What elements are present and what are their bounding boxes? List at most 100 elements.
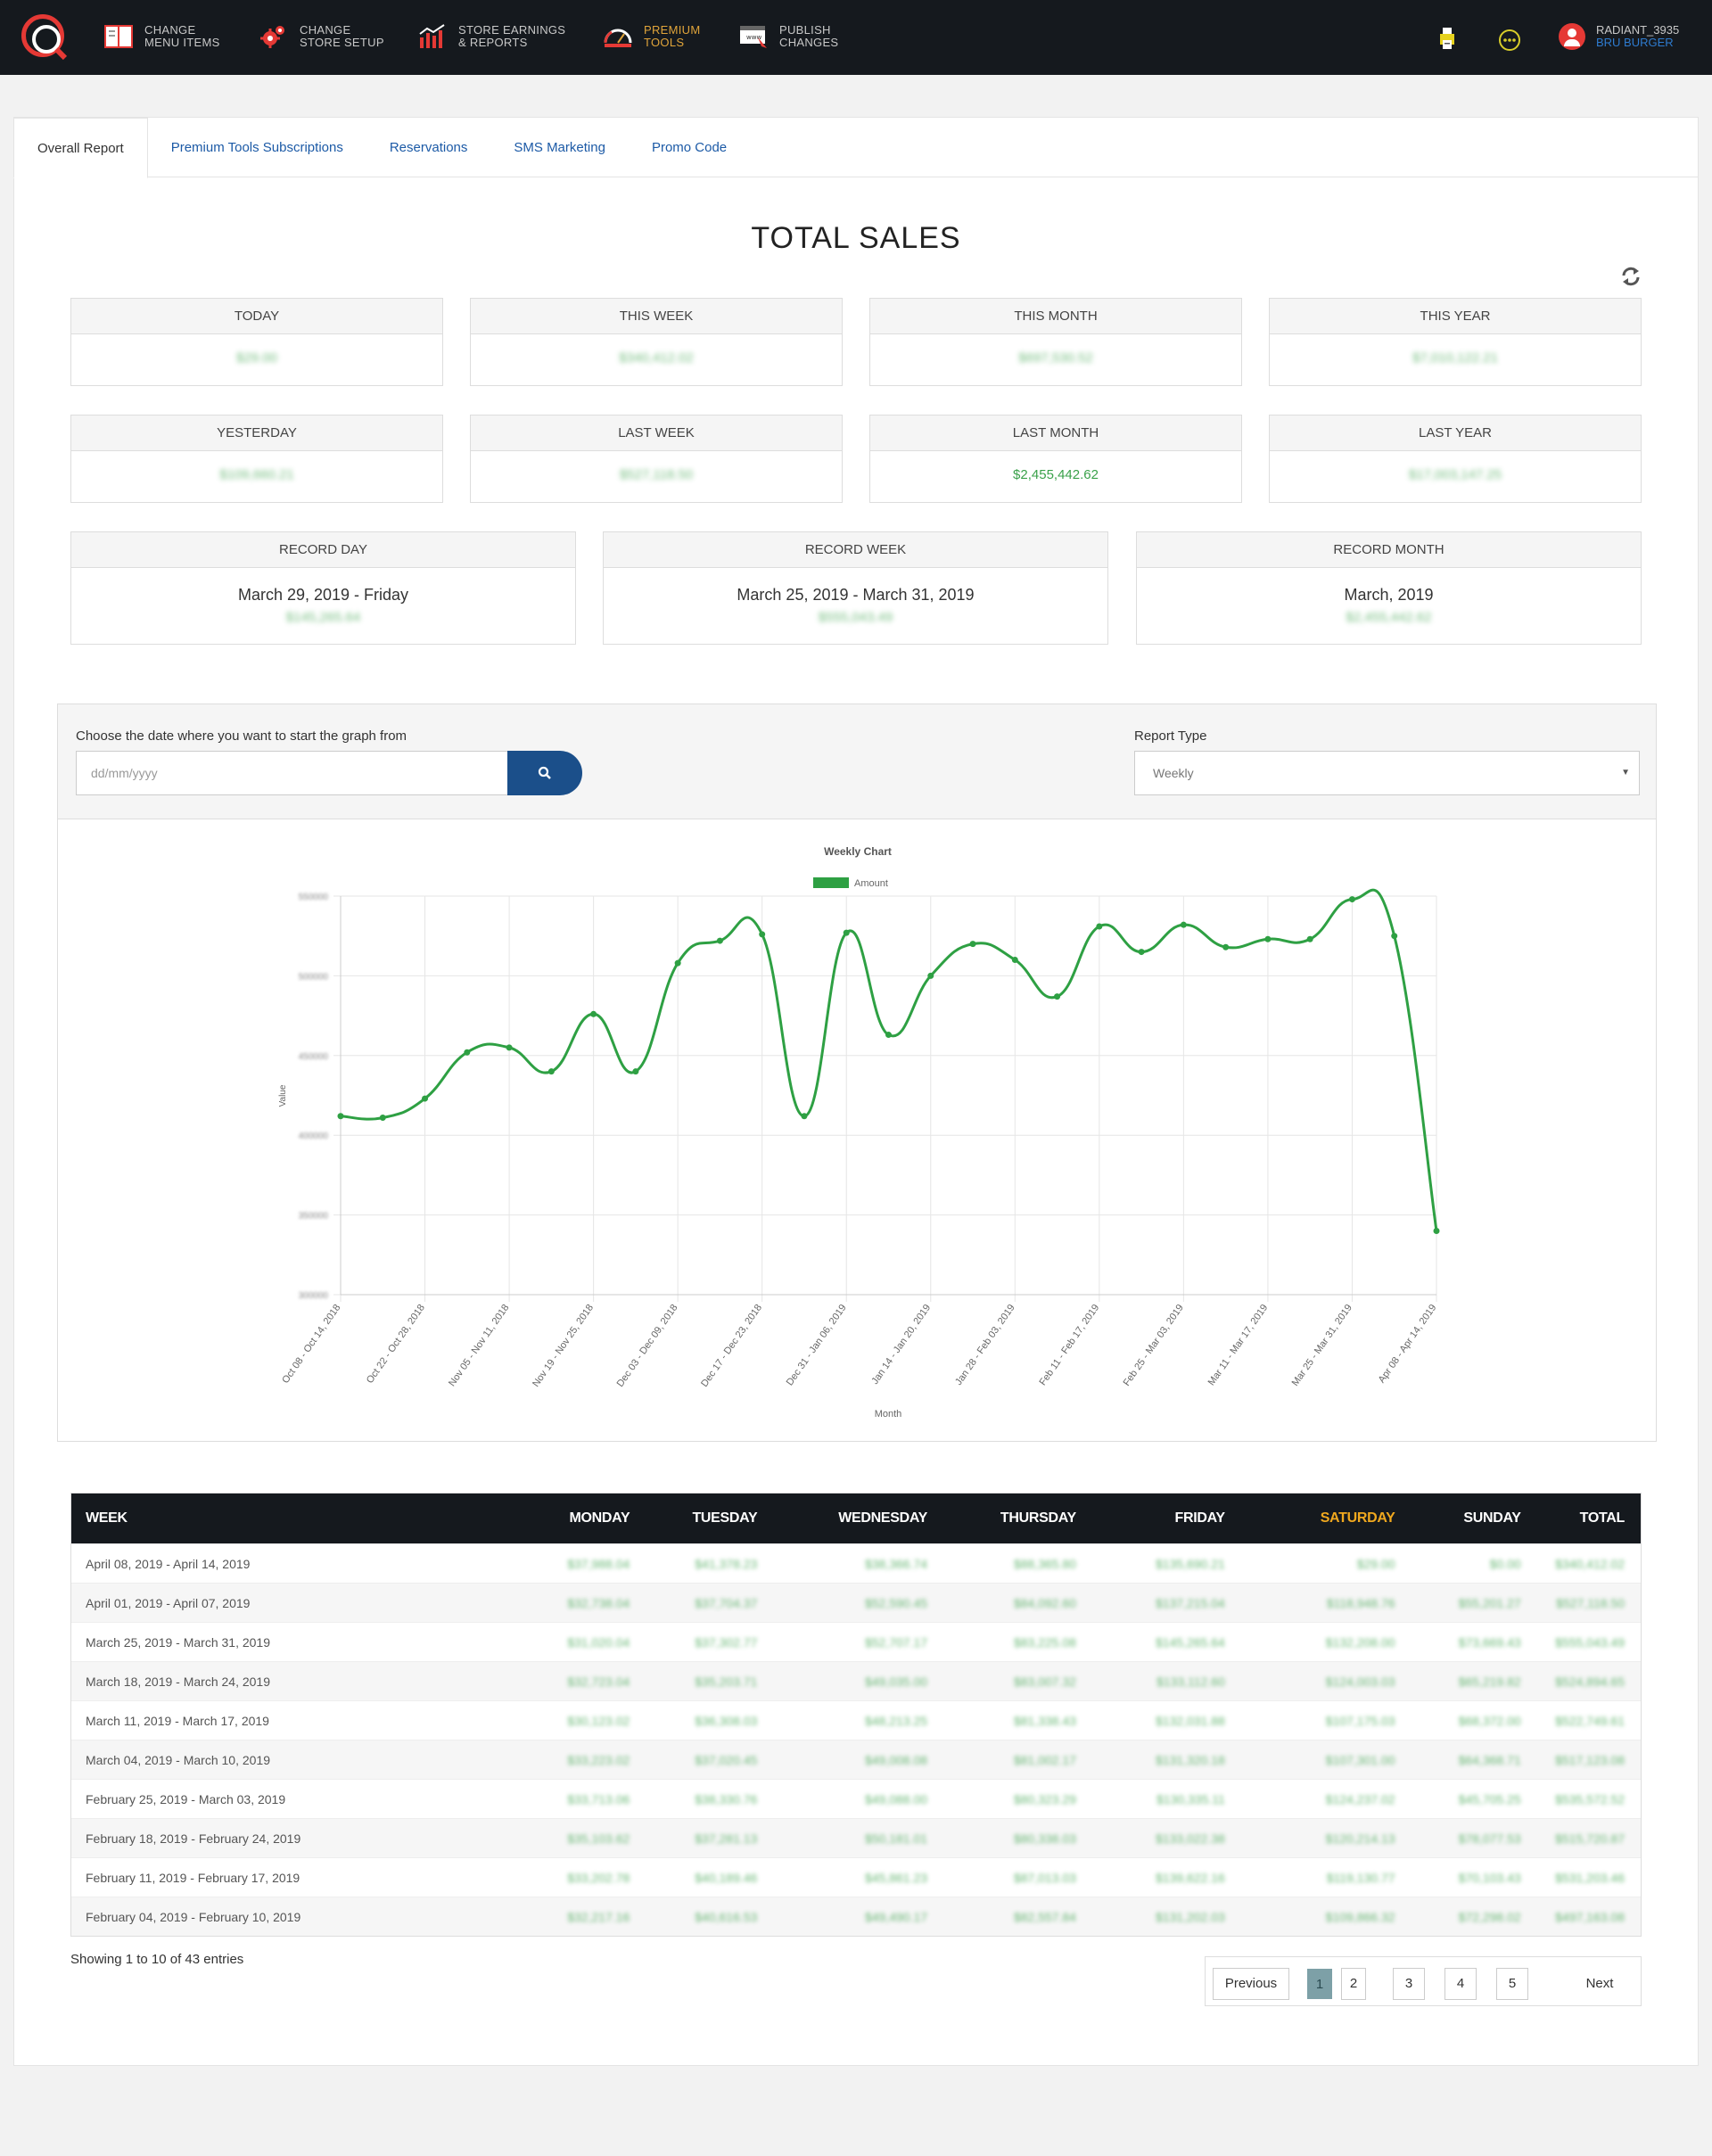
refresh-icon[interactable] — [1620, 266, 1642, 287]
menu-book-icon — [104, 25, 133, 48]
stat-label: RECORD MONTH — [1137, 532, 1641, 568]
th-thursday[interactable]: THURSDAY — [1000, 1510, 1076, 1526]
y-tick-label: 350000 — [299, 1212, 329, 1222]
pagination-page-5[interactable]: 5 — [1496, 1968, 1528, 2000]
cell-amount: $124,237.02 — [1325, 1791, 1395, 1806]
th-monday[interactable]: MONDAY — [569, 1510, 630, 1526]
top-navbar: CHANGE MENU ITEMS CHANGE STORE SETUP STORE… — [0, 0, 1712, 75]
cell-amount: $340,412.02 — [1555, 1556, 1625, 1571]
stat-value: $2,455,442.62 — [1013, 467, 1099, 482]
stat-value: $29.00 — [236, 350, 277, 366]
table-body: April 08, 2019 - April 14, 2019 $37,988.0… — [71, 1543, 1641, 1936]
cell-amount: $38,330.76 — [695, 1791, 758, 1806]
search-button[interactable] — [507, 751, 582, 795]
cell-week: February 25, 2019 - March 03, 2019 — [86, 1791, 286, 1806]
svg-text:www: www — [746, 34, 761, 41]
cell-amount: $78,077.53 — [1458, 1831, 1521, 1846]
th-week[interactable]: WEEK — [86, 1510, 128, 1526]
cell-amount: $82,557.84 — [1013, 1909, 1076, 1924]
stat-this-week: THIS WEEK $340,412.02 — [470, 298, 843, 386]
x-tick-label: Oct 22 - Oct 28, 2018 — [365, 1303, 427, 1386]
cell-amount: $118,948.76 — [1326, 1595, 1395, 1610]
th-sunday[interactable]: SUNDAY — [1463, 1510, 1521, 1526]
x-tick-label: Oct 08 - Oct 14, 2018 — [280, 1303, 342, 1386]
record-day: RECORD DAY March 29, 2019 - Friday $145,… — [70, 531, 576, 645]
printer-icon[interactable] — [1439, 27, 1455, 50]
pagination-page-2[interactable]: 2 — [1341, 1968, 1366, 2000]
x-tick-label: Apr 08 - Apr 14, 2019 — [1377, 1303, 1439, 1386]
data-point — [464, 1049, 471, 1056]
record-date: March, 2019 — [1344, 586, 1434, 604]
data-point — [1391, 933, 1398, 940]
cell-amount: $132,031.88 — [1155, 1713, 1225, 1728]
data-point — [969, 941, 976, 948]
table-row: March 18, 2019 - March 24, 2019 $32,723.0… — [71, 1661, 1641, 1700]
tab-promo-code[interactable]: Promo Code — [651, 140, 728, 155]
th-friday[interactable]: FRIDAY — [1174, 1510, 1226, 1526]
x-tick-label: Mar 25 - Mar 31, 2019 — [1290, 1303, 1354, 1388]
nav-change-menu-items[interactable]: CHANGE MENU ITEMS — [103, 21, 251, 52]
cell-amount: $40,189.46 — [695, 1870, 758, 1885]
stat-label: LAST WEEK — [471, 416, 842, 451]
cell-amount: $37,988.04 — [567, 1556, 630, 1571]
pagination-page-3[interactable]: 3 — [1393, 1968, 1425, 2000]
logo[interactable] — [21, 14, 64, 57]
pagination-page-1[interactable]: 1 — [1307, 1969, 1332, 1999]
legend-swatch — [813, 877, 849, 888]
data-point — [927, 972, 934, 979]
pagination-previous[interactable]: Previous — [1213, 1968, 1289, 2000]
stat-label: TODAY — [71, 299, 442, 334]
cell-week: February 04, 2019 - February 10, 2019 — [86, 1909, 301, 1924]
record-value: $2,455,442.62 — [1346, 610, 1432, 625]
record-week: RECORD WEEK March 25, 2019 - March 31, 2… — [603, 531, 1108, 645]
data-point — [422, 1095, 429, 1102]
cell-amount: $107,175.03 — [1325, 1713, 1395, 1728]
data-point — [801, 1113, 808, 1120]
tab-sms-marketing[interactable]: SMS Marketing — [514, 140, 605, 155]
pagination-next[interactable]: Next — [1573, 1968, 1626, 2000]
cell-week: March 11, 2019 - March 17, 2019 — [86, 1713, 269, 1728]
nav-change-store-setup[interactable]: CHANGE STORE SETUP — [259, 21, 407, 52]
stat-label: LAST MONTH — [870, 416, 1241, 451]
speedometer-icon — [604, 29, 632, 47]
cell-amount: $36,308.03 — [695, 1713, 758, 1728]
record-month: RECORD MONTH March, 2019 $2,455,442.62 — [1136, 531, 1642, 645]
start-date-input[interactable]: dd/mm/yyyy — [76, 751, 509, 795]
cell-amount: $83,007.32 — [1013, 1674, 1076, 1689]
y-tick-label: 450000 — [299, 1052, 329, 1062]
table-row: March 11, 2019 - March 17, 2019 $30,123.0… — [71, 1700, 1641, 1740]
y-tick-label: 550000 — [299, 893, 329, 902]
nav-premium-tools[interactable]: PREMIUM TOOLS — [603, 21, 751, 52]
th-tuesday[interactable]: TUESDAY — [692, 1510, 758, 1526]
stat-value: $340,412.02 — [619, 350, 694, 366]
nav-store-earnings[interactable]: STORE EARNINGS & REPORTS — [417, 21, 574, 52]
tab-reservations[interactable]: Reservations — [389, 140, 468, 155]
th-wednesday[interactable]: WEDNESDAY — [838, 1510, 928, 1526]
th-total[interactable]: TOTAL — [1579, 1510, 1626, 1526]
nav-publish-changes[interactable]: www PUBLISH CHANGES — [738, 21, 886, 52]
cell-amount: $49,008.08 — [864, 1752, 928, 1767]
tab-premium-tools-subscriptions[interactable]: Premium Tools Subscriptions — [170, 140, 343, 155]
table-header: WEEK MONDAY TUESDAY WEDNESDAY THURSDAY F… — [71, 1494, 1641, 1543]
y-tick-label: 300000 — [299, 1291, 329, 1301]
stat-label: YESTERDAY — [71, 416, 442, 451]
report-type-select[interactable]: Weekly ▼ — [1134, 751, 1640, 795]
cell-amount: $38,366.74 — [864, 1556, 928, 1571]
table-row: February 11, 2019 - February 17, 2019 $33… — [71, 1857, 1641, 1897]
weekly-chart: Weekly Chart Amount 300000 350000 400000 4500… — [278, 845, 1440, 1420]
user-menu[interactable]: RADIANT_3935 BRU BURGER — [1559, 23, 1679, 50]
date-label: Choose the date where you want to start … — [76, 728, 407, 744]
caret-down-icon: ▼ — [1621, 768, 1630, 778]
cell-week: February 18, 2019 - February 24, 2019 — [86, 1831, 301, 1846]
gears-icon — [260, 26, 284, 48]
th-saturday[interactable]: SATURDAY — [1320, 1510, 1395, 1526]
cell-amount: $84,092.60 — [1013, 1595, 1076, 1610]
cell-amount: $33,223.02 — [567, 1752, 630, 1767]
more-options-icon[interactable] — [1498, 29, 1521, 52]
cell-amount: $37,302.77 — [695, 1634, 758, 1650]
cell-amount: $37,281.13 — [695, 1831, 758, 1846]
tab-overall-report[interactable]: Overall Report — [13, 118, 148, 178]
cell-week: April 01, 2019 - April 07, 2019 — [86, 1595, 251, 1610]
cell-week: March 25, 2019 - March 31, 2019 — [86, 1634, 271, 1650]
pagination-page-4[interactable]: 4 — [1444, 1968, 1477, 2000]
